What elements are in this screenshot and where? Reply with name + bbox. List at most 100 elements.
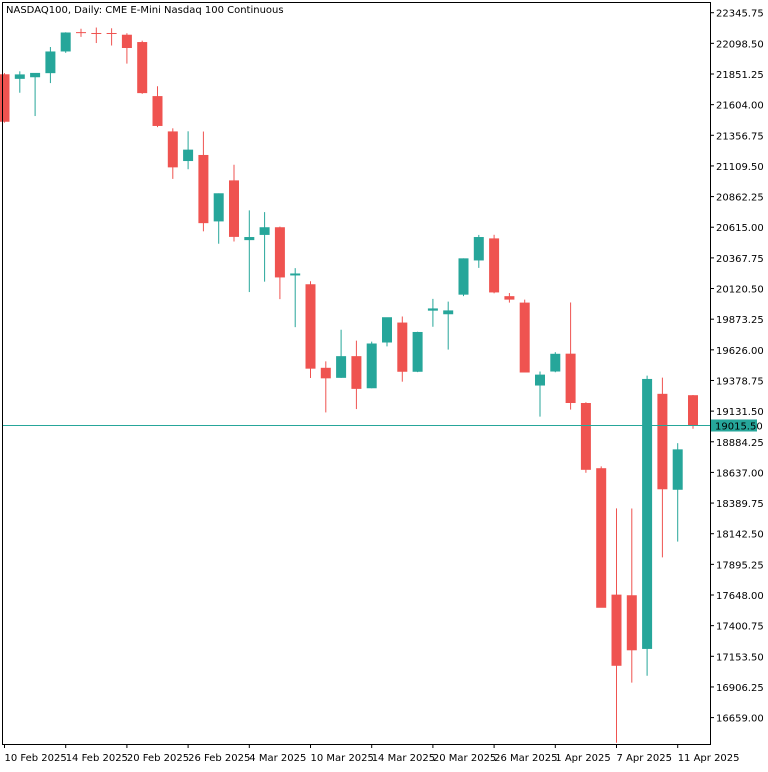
candle-body-up bbox=[14, 74, 25, 79]
time-tick-label: 4 Mar 2025 bbox=[249, 753, 306, 764]
price-tick-label: 19131.50 bbox=[716, 407, 764, 418]
candle bbox=[427, 298, 438, 327]
candle bbox=[229, 164, 239, 242]
candle bbox=[290, 268, 301, 328]
candle bbox=[672, 443, 683, 542]
candle-body-up bbox=[60, 32, 71, 52]
candle-body-down bbox=[198, 154, 209, 224]
candle-body-up bbox=[336, 356, 347, 378]
candle-body-up bbox=[382, 317, 392, 343]
candle bbox=[611, 508, 622, 743]
candle bbox=[91, 27, 102, 44]
candle bbox=[550, 352, 561, 373]
time-tick-label: 20 Mar 2025 bbox=[433, 753, 496, 764]
time-tick-label: 20 Feb 2025 bbox=[127, 753, 189, 764]
candle-body-up bbox=[642, 378, 653, 649]
price-axis: 22345.75 22098.50 21851.25 21604.00 21356.75… bbox=[710, 9, 764, 725]
candle-body-up bbox=[290, 273, 301, 276]
candle bbox=[596, 466, 607, 608]
candle bbox=[519, 299, 530, 373]
candle bbox=[0, 73, 10, 123]
candle-body-down bbox=[0, 74, 10, 122]
time-tick-label: 1 Apr 2025 bbox=[555, 753, 610, 764]
price-tick-label: 17648.00 bbox=[716, 591, 764, 602]
candle bbox=[183, 131, 194, 170]
candle-body-up bbox=[443, 310, 454, 315]
candle-body-up bbox=[458, 258, 469, 295]
candle bbox=[244, 210, 255, 293]
price-tick-label: 21356.75 bbox=[716, 131, 764, 142]
candle bbox=[106, 28, 117, 46]
candle-body-down bbox=[688, 395, 698, 426]
candle-body-down bbox=[565, 353, 576, 404]
price-tick-label: 22345.75 bbox=[716, 9, 764, 20]
time-tick-label: 11 Apr 2025 bbox=[678, 753, 740, 764]
candle bbox=[274, 226, 285, 300]
candle bbox=[137, 40, 148, 94]
price-tick-label: 18142.50 bbox=[716, 530, 764, 541]
candle bbox=[688, 394, 698, 429]
candle-body-down bbox=[152, 96, 163, 126]
price-tick-label: 20367.75 bbox=[716, 254, 764, 265]
time-tick-label: 14 Feb 2025 bbox=[66, 753, 128, 764]
candle bbox=[489, 234, 500, 294]
candle bbox=[580, 402, 591, 473]
candle bbox=[473, 234, 484, 268]
candle-body-down bbox=[596, 468, 607, 608]
candle bbox=[336, 329, 347, 378]
time-tick-label: 10 Mar 2025 bbox=[311, 753, 374, 764]
candle-body-down bbox=[274, 227, 285, 278]
candle bbox=[213, 193, 224, 244]
price-tick-label: 21604.00 bbox=[716, 101, 764, 112]
candle bbox=[45, 47, 56, 84]
price-tick-label: 20862.25 bbox=[716, 193, 764, 204]
time-tick-label: 7 Apr 2025 bbox=[617, 753, 672, 764]
time-tick-label: 26 Mar 2025 bbox=[494, 753, 557, 764]
candle-body-up bbox=[183, 149, 194, 162]
candle-body-down bbox=[626, 595, 637, 651]
price-tick-label: 18389.75 bbox=[716, 499, 764, 510]
candles-layer bbox=[0, 27, 698, 743]
candle-body-down bbox=[519, 302, 530, 373]
price-tick-label: 17400.75 bbox=[716, 622, 764, 633]
candle-body-up bbox=[366, 343, 377, 389]
candle bbox=[198, 131, 209, 232]
current-price-box bbox=[711, 419, 757, 432]
price-tick-label: 17895.25 bbox=[716, 560, 764, 571]
price-tick-label: 22098.50 bbox=[716, 39, 764, 50]
current-price-label: 19015.50 bbox=[711, 419, 763, 432]
candle bbox=[320, 361, 331, 413]
price-tick-label: 16659.00 bbox=[716, 714, 764, 725]
candle-body-up bbox=[30, 72, 41, 78]
candle bbox=[259, 212, 270, 282]
candle-body-up bbox=[412, 331, 423, 372]
price-tick-label: 21109.50 bbox=[716, 162, 764, 173]
candle bbox=[443, 301, 454, 350]
candle bbox=[351, 340, 362, 410]
time-tick-label: 14 Mar 2025 bbox=[372, 753, 435, 764]
candle-body-down bbox=[167, 131, 178, 168]
candle-body-up bbox=[213, 193, 224, 222]
price-tick-label: 17153.50 bbox=[716, 652, 764, 663]
candle-body-up bbox=[550, 353, 561, 372]
candle bbox=[657, 377, 668, 558]
candle bbox=[14, 71, 25, 93]
candle bbox=[152, 86, 163, 128]
candle-body-down bbox=[106, 32, 117, 34]
candle bbox=[504, 293, 515, 303]
current-price-text: 19015.50 bbox=[715, 421, 763, 432]
candle bbox=[397, 316, 408, 382]
candle bbox=[366, 341, 377, 389]
candle-body-down bbox=[397, 322, 408, 372]
candle bbox=[121, 33, 132, 64]
candle-body-down bbox=[657, 393, 668, 490]
candle bbox=[382, 317, 392, 347]
price-tick-label: 21851.25 bbox=[716, 70, 764, 81]
candle-body-up bbox=[244, 237, 255, 241]
candle-body-down bbox=[611, 594, 622, 666]
plot-frame bbox=[2, 2, 711, 745]
price-tick-label: 19873.25 bbox=[716, 315, 764, 326]
